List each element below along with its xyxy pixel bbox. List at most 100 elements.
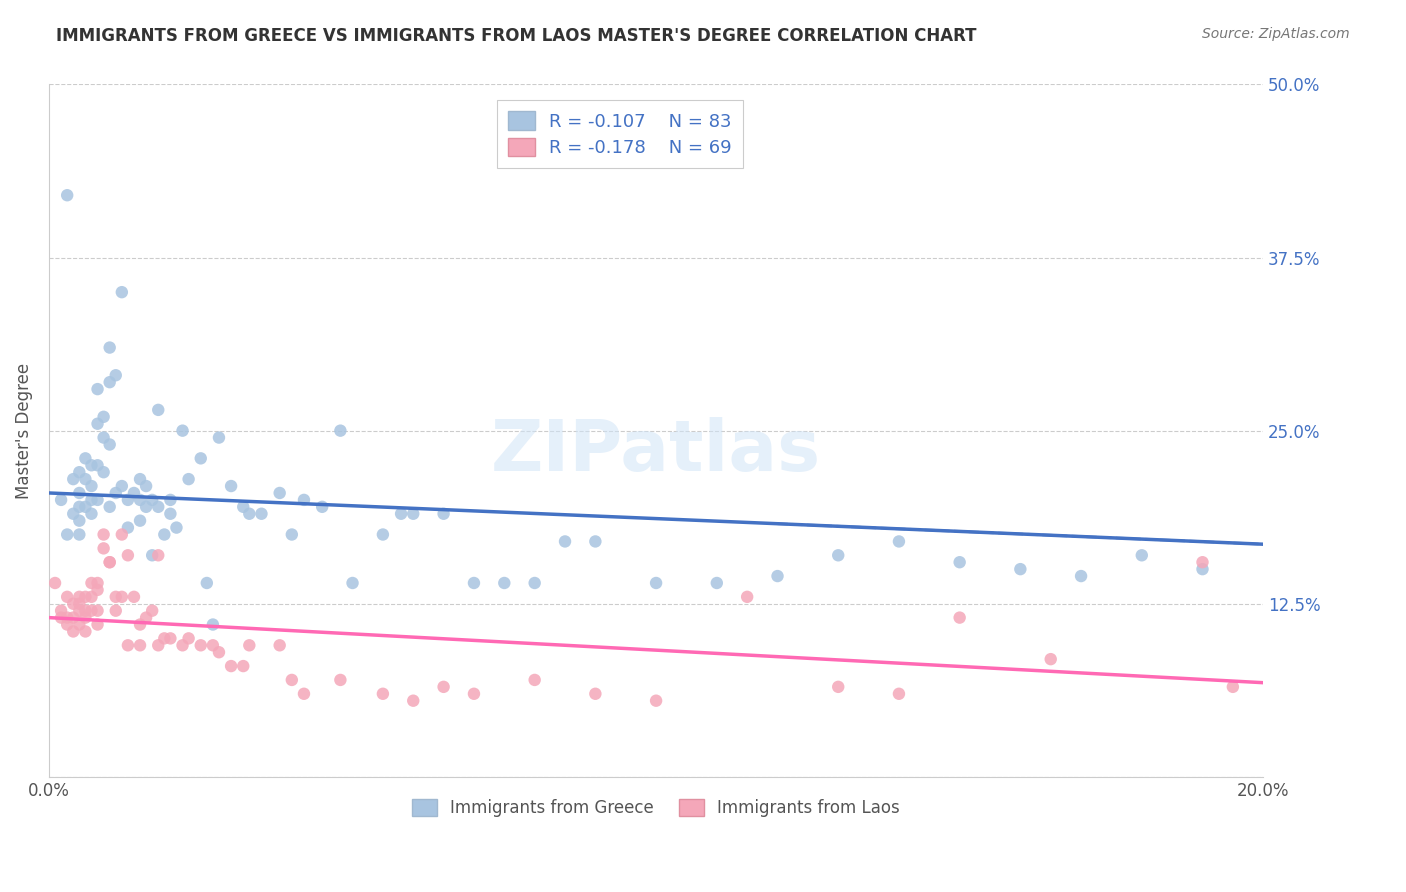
Point — [117, 638, 139, 652]
Point — [75, 610, 97, 624]
Point — [93, 541, 115, 556]
Point — [583, 534, 606, 549]
Point — [67, 514, 90, 528]
Point — [166, 520, 188, 534]
Point — [62, 624, 84, 639]
Point — [75, 604, 97, 618]
Point — [371, 527, 394, 541]
Point — [949, 555, 972, 569]
Point — [329, 673, 352, 687]
Point — [86, 576, 108, 591]
Point — [554, 534, 576, 549]
Point — [93, 409, 115, 424]
Point — [56, 617, 79, 632]
Point — [93, 527, 115, 541]
Text: IMMIGRANTS FROM GREECE VS IMMIGRANTS FROM LAOS MASTER'S DEGREE CORRELATION CHART: IMMIGRANTS FROM GREECE VS IMMIGRANTS FRO… — [56, 27, 977, 45]
Point — [117, 492, 139, 507]
Point — [86, 458, 108, 473]
Point — [111, 527, 134, 541]
Point — [523, 673, 546, 687]
Point — [1070, 569, 1092, 583]
Point — [1130, 549, 1153, 563]
Point — [463, 687, 485, 701]
Point — [67, 604, 90, 618]
Point — [177, 472, 200, 486]
Point — [238, 507, 260, 521]
Point — [329, 424, 352, 438]
Point — [827, 680, 849, 694]
Point — [80, 507, 103, 521]
Point — [117, 520, 139, 534]
Point — [129, 638, 152, 652]
Point — [463, 576, 485, 591]
Point — [122, 590, 145, 604]
Point — [292, 687, 315, 701]
Point — [201, 617, 224, 632]
Point — [250, 507, 273, 521]
Point — [104, 604, 127, 618]
Point — [80, 492, 103, 507]
Point — [56, 188, 79, 202]
Point — [98, 555, 121, 569]
Point — [232, 659, 254, 673]
Text: Source: ZipAtlas.com: Source: ZipAtlas.com — [1202, 27, 1350, 41]
Point — [67, 465, 90, 479]
Legend: Immigrants from Greece, Immigrants from Laos: Immigrants from Greece, Immigrants from … — [405, 792, 907, 824]
Point — [219, 659, 242, 673]
Point — [827, 549, 849, 563]
Point — [49, 610, 72, 624]
Point — [129, 617, 152, 632]
Point — [67, 597, 90, 611]
Point — [281, 527, 304, 541]
Point — [86, 617, 108, 632]
Point — [190, 638, 212, 652]
Point — [269, 638, 291, 652]
Point — [129, 514, 152, 528]
Text: ZIPatlas: ZIPatlas — [491, 417, 821, 486]
Point — [56, 590, 79, 604]
Point — [706, 576, 728, 591]
Point — [172, 638, 194, 652]
Point — [172, 424, 194, 438]
Point — [148, 403, 170, 417]
Point — [80, 458, 103, 473]
Point — [402, 694, 425, 708]
Point — [887, 534, 910, 549]
Point — [135, 479, 157, 493]
Point — [1191, 562, 1213, 576]
Point — [111, 285, 134, 300]
Point — [86, 604, 108, 618]
Point — [153, 632, 176, 646]
Point — [371, 687, 394, 701]
Point — [86, 492, 108, 507]
Point — [523, 576, 546, 591]
Point — [62, 507, 84, 521]
Point — [887, 687, 910, 701]
Point — [208, 645, 231, 659]
Point — [190, 451, 212, 466]
Point — [148, 549, 170, 563]
Point — [219, 479, 242, 493]
Point — [80, 576, 103, 591]
Point — [67, 527, 90, 541]
Point — [44, 576, 66, 591]
Point — [1191, 555, 1213, 569]
Point — [62, 597, 84, 611]
Point — [86, 582, 108, 597]
Y-axis label: Master's Degree: Master's Degree — [15, 362, 32, 499]
Point — [433, 680, 456, 694]
Point — [98, 555, 121, 569]
Point — [201, 638, 224, 652]
Point — [80, 479, 103, 493]
Point — [75, 500, 97, 514]
Point — [117, 549, 139, 563]
Point — [645, 694, 668, 708]
Point — [86, 417, 108, 431]
Point — [735, 590, 758, 604]
Point — [111, 479, 134, 493]
Point — [238, 638, 260, 652]
Point — [208, 431, 231, 445]
Point — [56, 527, 79, 541]
Point — [75, 624, 97, 639]
Point — [292, 492, 315, 507]
